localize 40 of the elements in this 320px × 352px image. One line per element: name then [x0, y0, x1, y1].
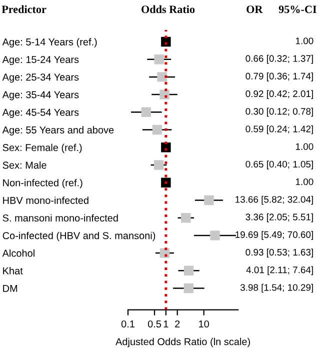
y-tick-label: DM	[3, 285, 18, 292]
y-tick-label: S. mansoni mono-infected	[2, 214, 118, 222]
y-tick-label: Alcohol	[2, 249, 34, 257]
y-tick-label: Age: 55 Years and above	[2, 126, 114, 136]
data-label: 1.00	[296, 38, 314, 44]
y-tick-label: Age: 25-34 Years	[2, 74, 79, 83]
y-tick-label: Age: 5-14 Years (ref.)	[2, 38, 97, 48]
y-tick-label: Khat	[3, 267, 23, 274]
data-label: 0.66 [0.32; 1.37]	[246, 54, 313, 64]
data-label: 0.30 [0.12; 0.78]	[246, 108, 313, 117]
x-tick-label: 2	[175, 320, 180, 328]
y-tick-label: HBV mono-infected	[3, 196, 88, 204]
data-label: 0.65 [0.40; 1.05]	[246, 160, 313, 170]
data-label: 4.01 [2.11; 7.64]	[246, 266, 313, 276]
data-label: 0.93 [0.53; 1.63]	[246, 248, 313, 258]
data-label: 3.36 [2.05; 5.51]	[246, 213, 313, 222]
y-tick-label: Co-infected (HBV and S. mansoni)	[2, 232, 156, 242]
y-tick-label: Age: 35-44 Years	[2, 91, 79, 100]
x-axis-title: Adjusted Odds Ratio (ln scale)	[116, 338, 250, 348]
data-label: 19.69 [5.49; 70.60]	[236, 231, 313, 240]
data-label: 3.98 [1.54; 10.29]	[240, 284, 313, 293]
data-label: 0.92 [0.42; 2.01]	[246, 90, 313, 99]
y-tick-label: Sex: Female (ref.)	[2, 144, 82, 154]
y-tick-label: Non-infected (ref.)	[3, 178, 82, 188]
text: Predictor	[2, 5, 46, 14]
data-label: 13.66 [5.82; 32.04]	[236, 196, 313, 205]
data-label: 0.79 [0.36; 1.74]	[246, 72, 313, 82]
text: 95%-CI	[278, 6, 316, 14]
x-tick-label: 10	[199, 320, 210, 328]
text: OR	[246, 6, 263, 14]
y-tick-label: Age: 45-54 Years	[2, 108, 79, 118]
data-label: 1.00	[296, 178, 314, 186]
data-label: 1.00	[296, 143, 314, 150]
data-label: 0.59 [0.24; 1.42]	[246, 125, 313, 134]
x-tick-label: 0.5	[148, 320, 162, 328]
x-tick-label: 0.1	[121, 320, 134, 328]
y-tick-label: Sex: Male	[2, 161, 46, 169]
chart-title: Odds Ratio	[142, 5, 195, 14]
x-tick-label: 1	[164, 320, 168, 328]
y-tick-label: Age: 15-24 Years	[2, 56, 79, 66]
